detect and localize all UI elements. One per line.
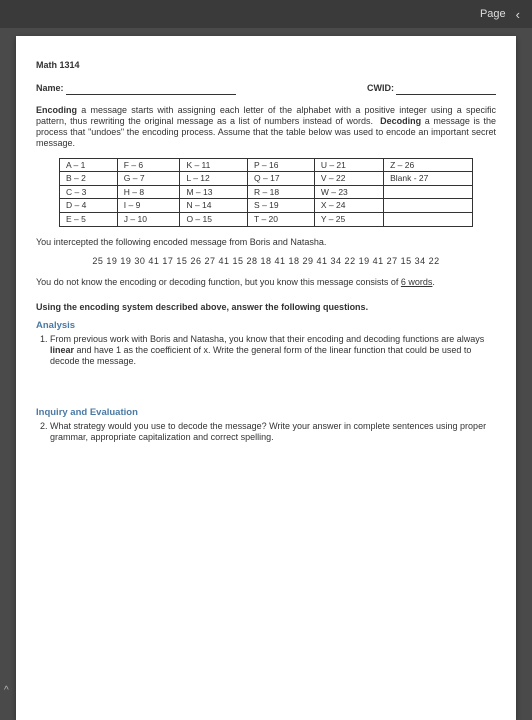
intro-paragraph: Encoding a message starts with assigning… bbox=[36, 105, 496, 150]
question-2: What strategy would you use to decode th… bbox=[50, 421, 496, 444]
table-cell: Z – 26 bbox=[384, 158, 473, 172]
table-cell: W – 23 bbox=[314, 185, 383, 199]
q1-pre: From previous work with Boris and Natash… bbox=[50, 334, 484, 344]
q1-bold: linear bbox=[50, 345, 74, 355]
table-cell: G – 7 bbox=[117, 172, 180, 186]
encoding-bold: Encoding bbox=[36, 105, 77, 115]
encoded-message: 25 19 19 30 41 17 15 26 27 41 15 28 18 4… bbox=[36, 256, 496, 267]
cwid-blank bbox=[396, 83, 496, 94]
table-cell: J – 10 bbox=[117, 213, 180, 227]
name-blank bbox=[66, 83, 236, 94]
question-1: From previous work with Boris and Natash… bbox=[50, 334, 496, 368]
table-cell: D – 4 bbox=[60, 199, 118, 213]
decoding-bold: Decoding bbox=[380, 116, 421, 126]
table-cell: I – 9 bbox=[117, 199, 180, 213]
name-line: Name: CWID: bbox=[36, 83, 496, 94]
table-cell: Y – 25 bbox=[314, 213, 383, 227]
table-cell: V – 22 bbox=[314, 172, 383, 186]
table-cell: C – 3 bbox=[60, 185, 118, 199]
cwid-label: CWID: bbox=[367, 83, 394, 94]
inquiry-heading: Inquiry and Evaluation bbox=[36, 407, 496, 419]
table-cell: K – 11 bbox=[180, 158, 248, 172]
consists-2: . bbox=[432, 277, 435, 287]
chevron-left-icon[interactable]: ‹ bbox=[516, 7, 520, 22]
table-cell: H – 8 bbox=[117, 185, 180, 199]
table-cell bbox=[384, 199, 473, 213]
table-cell: L – 12 bbox=[180, 172, 248, 186]
top-toolbar: Page ‹ bbox=[0, 0, 532, 28]
table-cell: M – 13 bbox=[180, 185, 248, 199]
q1-post: and have 1 as the coefficient of x. Writ… bbox=[50, 345, 471, 366]
table-cell: O – 15 bbox=[180, 213, 248, 227]
using-heading: Using the encoding system described abov… bbox=[36, 302, 496, 313]
table-cell: F – 6 bbox=[117, 158, 180, 172]
table-cell: R – 18 bbox=[248, 185, 315, 199]
document-page: Math 1314 Name: CWID: Encoding a message… bbox=[16, 36, 516, 720]
table-cell: N – 14 bbox=[180, 199, 248, 213]
table-cell: Q – 17 bbox=[248, 172, 315, 186]
table-cell bbox=[384, 185, 473, 199]
table-cell: E – 5 bbox=[60, 213, 118, 227]
table-cell: T – 20 bbox=[248, 213, 315, 227]
encoding-table: A – 1F – 6K – 11P – 16U – 21Z – 26 B – 2G… bbox=[59, 158, 473, 227]
table-cell: X – 24 bbox=[314, 199, 383, 213]
table-cell bbox=[384, 213, 473, 227]
consists-line: You do not know the encoding or decoding… bbox=[36, 277, 496, 288]
name-label: Name: bbox=[36, 83, 64, 94]
table-cell: S – 19 bbox=[248, 199, 315, 213]
corner-caret: ^ bbox=[4, 685, 9, 696]
table-cell: U – 21 bbox=[314, 158, 383, 172]
consists-1: You do not know the encoding or decoding… bbox=[36, 277, 401, 287]
table-cell: P – 16 bbox=[248, 158, 315, 172]
consists-underline: 6 words bbox=[401, 277, 433, 287]
course-title: Math 1314 bbox=[36, 60, 496, 71]
table-cell: A – 1 bbox=[60, 158, 118, 172]
analysis-heading: Analysis bbox=[36, 320, 496, 332]
table-cell: B – 2 bbox=[60, 172, 118, 186]
table-cell: Blank - 27 bbox=[384, 172, 473, 186]
intercept-text: You intercepted the following encoded me… bbox=[36, 237, 496, 248]
page-label: Page bbox=[480, 8, 506, 20]
